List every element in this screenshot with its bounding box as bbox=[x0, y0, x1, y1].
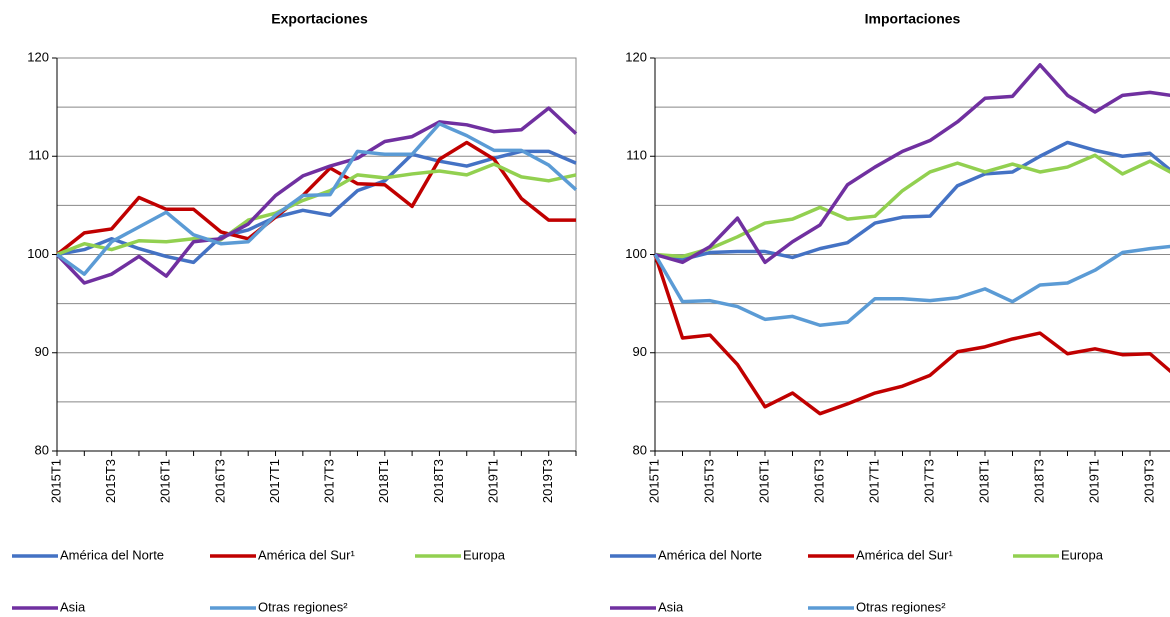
y-tick-label: 90 bbox=[633, 344, 647, 359]
x-tick-label: 2018T1 bbox=[376, 459, 391, 503]
y-tick-label: 90 bbox=[35, 344, 49, 359]
x-tick-label: 2016T1 bbox=[158, 459, 173, 503]
x-tick-label: 2016T3 bbox=[811, 459, 826, 503]
series-line bbox=[56, 162, 577, 257]
x-tick-label: 2019T1 bbox=[1086, 459, 1101, 503]
y-tick-label: 100 bbox=[27, 246, 49, 261]
legend-label: Europa bbox=[1061, 547, 1104, 562]
x-tick-label: 2017T1 bbox=[866, 459, 881, 503]
y-tick-label: 80 bbox=[633, 442, 647, 457]
y-tick-label: 100 bbox=[625, 246, 647, 261]
legend-label: Asia bbox=[658, 599, 684, 614]
series-line bbox=[56, 149, 577, 265]
y-tick-label: 110 bbox=[626, 148, 647, 163]
legend-label: América del Norte bbox=[60, 547, 164, 562]
series-line bbox=[55, 106, 578, 285]
series-line bbox=[654, 140, 1170, 262]
legend-label: América del Sur¹ bbox=[856, 547, 953, 562]
x-tick-label: 2015T3 bbox=[103, 459, 118, 503]
x-tick-label: 2018T1 bbox=[976, 459, 991, 503]
series-line bbox=[653, 244, 1170, 327]
x-tick-label: 2017T3 bbox=[921, 459, 936, 503]
x-tick-label: 2015T1 bbox=[646, 459, 661, 503]
x-tick-label: 2017T1 bbox=[267, 459, 282, 503]
legend-label: América del Norte bbox=[658, 547, 762, 562]
legend-label: Asia bbox=[60, 599, 86, 614]
x-tick-label: 2019T3 bbox=[1141, 459, 1156, 503]
x-tick-label: 2016T1 bbox=[756, 459, 771, 503]
series-line bbox=[55, 140, 576, 256]
series-line bbox=[654, 153, 1170, 259]
chart-title: Importaciones bbox=[865, 11, 961, 27]
x-tick-label: 2016T3 bbox=[212, 459, 227, 503]
chart-panel: Importaciones 80 90 100 110 120 2015T1 2015T3 20… bbox=[610, 11, 1170, 614]
chart-panel: Exportaciones 80 90 100 110 120 2015T1 2015T3 20… bbox=[12, 11, 578, 614]
legend-label: América del Sur¹ bbox=[258, 547, 355, 562]
x-tick-label: 2015T1 bbox=[48, 459, 63, 503]
legend-label: Otras regiones² bbox=[258, 599, 348, 614]
legend-label: Europa bbox=[463, 547, 506, 562]
chart-title: Exportaciones bbox=[271, 11, 368, 27]
y-tick-label: 120 bbox=[27, 49, 49, 64]
x-tick-label: 2019T3 bbox=[540, 459, 555, 503]
x-tick-label: 2019T1 bbox=[485, 459, 500, 503]
x-tick-label: 2017T3 bbox=[322, 459, 337, 503]
legend-label: Otras regiones² bbox=[856, 599, 946, 614]
x-tick-label: 2015T3 bbox=[701, 459, 716, 503]
series-line bbox=[55, 122, 578, 276]
x-tick-label: 2018T3 bbox=[431, 459, 446, 503]
y-tick-label: 120 bbox=[625, 49, 647, 64]
series-line bbox=[653, 253, 1170, 416]
series-line bbox=[654, 63, 1170, 265]
x-tick-label: 2018T3 bbox=[1031, 459, 1046, 503]
y-tick-label: 80 bbox=[35, 442, 49, 457]
y-tick-label: 110 bbox=[28, 148, 49, 163]
